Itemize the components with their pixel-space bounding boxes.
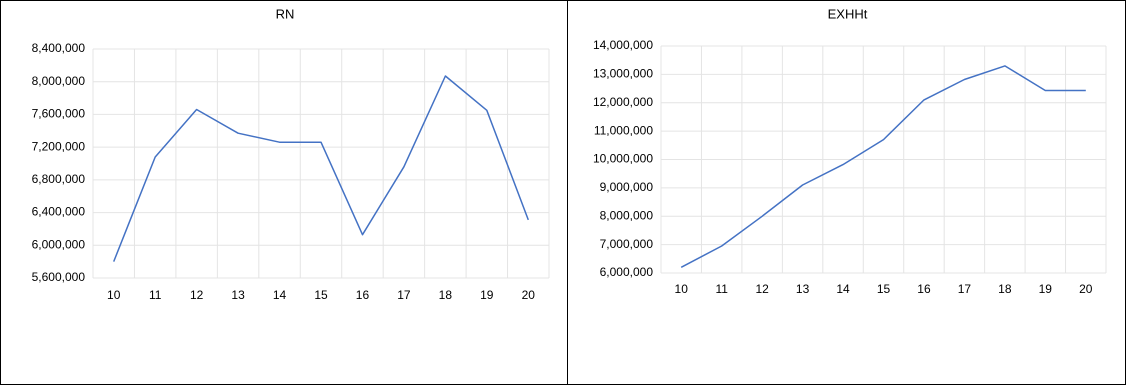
rn-y-tick-label: 6,000,000 [32, 237, 86, 251]
rn-x-tick-label: 19 [480, 288, 494, 302]
exhht-y-tick-label: 7,000,000 [600, 237, 654, 251]
rn-x-tick-label: 20 [522, 288, 536, 302]
exhht-y-tick-label: 14,000,000 [593, 38, 653, 52]
rn-chart-title: RN [276, 6, 295, 21]
exhht-y-tick-label: 6,000,000 [600, 265, 654, 279]
rn-y-tick-label: 7,600,000 [32, 107, 86, 121]
exhht-x-tick-label: 13 [796, 282, 810, 296]
rn-x-tick-label: 18 [439, 288, 453, 302]
rn-y-tick-label: 6,800,000 [32, 172, 86, 186]
rn-y-tick-label: 8,000,000 [32, 74, 86, 88]
exhht-y-tick-label: 10,000,000 [593, 152, 653, 166]
exhht-x-tick-label: 20 [1079, 282, 1093, 296]
exhht-y-tick-label: 13,000,000 [593, 67, 653, 81]
exhht-x-tick-label: 17 [958, 282, 972, 296]
exhht-chart-panel: EXHHt 6,000,000 7,000,000 8,000,000 9,000,00… [567, 0, 1126, 385]
rn-x-tick-label: 10 [107, 288, 121, 302]
exhht-x-tick-label: 19 [1039, 282, 1053, 296]
exhht-x-tick-label: 18 [998, 282, 1012, 296]
exhht-x-tick-label: 15 [877, 282, 891, 296]
rn-y-tick-label: 5,600,000 [32, 270, 86, 284]
rn-y-tick-label: 7,200,000 [32, 139, 86, 153]
rn-line-chart: RN 5,600,000 6,000,000 6,400,000 6,800,000 7,… [32, 6, 550, 302]
rn-x-tick-label: 16 [356, 288, 370, 302]
exhht-x-tick-label: 10 [675, 282, 689, 296]
rn-x-tick-label: 11 [149, 288, 162, 302]
exhht-y-tick-label: 11,000,000 [594, 123, 653, 137]
rn-x-tick-label: 13 [231, 288, 245, 302]
exhht-line-chart: EXHHt 6,000,000 7,000,000 8,000,000 9,000,00… [593, 6, 1107, 296]
rn-y-tick-label: 6,400,000 [32, 205, 86, 219]
exhht-y-tick-label: 9,000,000 [600, 180, 654, 194]
exhht-series-line [680, 65, 1086, 268]
rn-x-tick-label: 14 [273, 288, 287, 302]
exhht-x-tick-label: 12 [755, 282, 769, 296]
exhht-y-tick-label: 12,000,000 [593, 95, 653, 109]
exhht-x-tick-label: 16 [917, 282, 931, 296]
rn-chart-panel: RN 5,600,000 6,000,000 6,400,000 6,800,000 7,… [0, 0, 568, 385]
exhht-chart-title: EXHHt [828, 6, 868, 21]
rn-x-tick-label: 15 [314, 288, 328, 302]
exhht-y-tick-label: 8,000,000 [600, 208, 654, 222]
rn-x-tick-label: 12 [190, 288, 204, 302]
rn-series-line [113, 75, 530, 262]
exhht-x-tick-label: 14 [836, 282, 850, 296]
rn-x-tick-label: 17 [397, 288, 411, 302]
exhht-x-tick-label: 11 [715, 282, 728, 296]
rn-y-tick-label: 8,400,000 [32, 41, 86, 55]
